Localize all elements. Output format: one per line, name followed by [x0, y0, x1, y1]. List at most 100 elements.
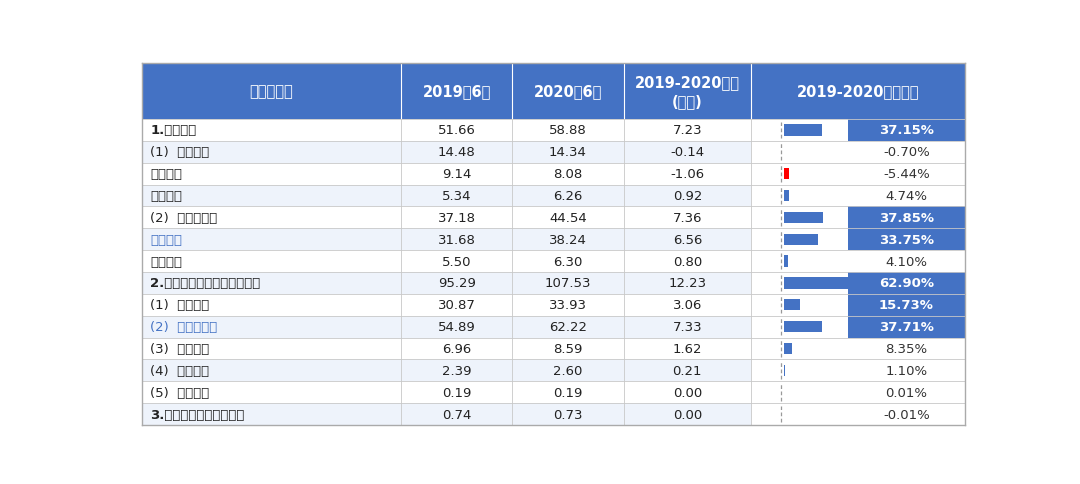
Bar — [141, 251, 401, 272]
Bar — [752, 403, 966, 425]
Text: 0.73: 0.73 — [553, 408, 583, 421]
Text: 0.00: 0.00 — [673, 386, 702, 399]
Text: 0.80: 0.80 — [673, 255, 702, 268]
Bar — [623, 207, 752, 229]
Bar — [784, 168, 789, 180]
Text: 14.48: 14.48 — [437, 146, 475, 159]
Text: 8.35%: 8.35% — [886, 342, 928, 355]
Bar — [401, 272, 512, 294]
Bar — [512, 272, 623, 294]
Text: (3)  票据融资: (3) 票据融资 — [150, 342, 210, 355]
Bar — [623, 272, 752, 294]
Text: 5.50: 5.50 — [442, 255, 472, 268]
Bar — [401, 251, 512, 272]
Text: 8.59: 8.59 — [553, 342, 582, 355]
Text: 2019年6月: 2019年6月 — [422, 84, 491, 99]
Text: 各贷款主体: 各贷款主体 — [249, 84, 294, 99]
Bar — [784, 321, 823, 333]
Text: 0.21: 0.21 — [673, 364, 702, 377]
Bar — [752, 64, 966, 120]
Bar — [141, 360, 401, 381]
Bar — [512, 185, 623, 207]
Bar — [752, 207, 848, 229]
Bar — [623, 141, 752, 163]
Bar — [752, 294, 848, 316]
Bar — [512, 294, 623, 316]
Text: -0.14: -0.14 — [671, 146, 704, 159]
Text: 3.非银行业金融机构贷款: 3.非银行业金融机构贷款 — [150, 408, 244, 421]
Text: 54.89: 54.89 — [437, 320, 475, 333]
Bar — [623, 360, 752, 381]
Bar — [752, 360, 966, 381]
Bar — [401, 403, 512, 425]
Text: 1.住户贷款: 1.住户贷款 — [150, 124, 197, 137]
Text: (1)  短期贷款: (1) 短期贷款 — [150, 299, 210, 312]
Text: 51.66: 51.66 — [437, 124, 475, 137]
Bar — [141, 294, 401, 316]
Text: 37.15%: 37.15% — [879, 124, 934, 137]
Bar — [512, 251, 623, 272]
Text: -5.44%: -5.44% — [883, 168, 930, 181]
Text: 1.62: 1.62 — [673, 342, 702, 355]
Bar — [141, 120, 401, 141]
Bar — [623, 316, 752, 338]
Bar — [512, 403, 623, 425]
Bar — [623, 403, 752, 425]
Bar — [401, 141, 512, 163]
Text: 31.68: 31.68 — [437, 233, 475, 246]
Text: 6.26: 6.26 — [553, 190, 582, 203]
Text: 经营贷款: 经营贷款 — [150, 255, 183, 268]
Text: 37.85%: 37.85% — [879, 212, 934, 225]
Text: 12.23: 12.23 — [669, 277, 706, 290]
Bar — [784, 190, 788, 202]
Text: 62.90%: 62.90% — [879, 277, 934, 290]
Text: 2020年6月: 2020年6月 — [534, 84, 603, 99]
Bar — [752, 163, 966, 185]
Bar — [752, 316, 848, 338]
Bar — [848, 316, 966, 338]
Text: 58.88: 58.88 — [549, 124, 586, 137]
Bar — [752, 381, 966, 403]
Bar — [848, 272, 966, 294]
Text: 4.10%: 4.10% — [886, 255, 928, 268]
Bar — [401, 120, 512, 141]
Text: 44.54: 44.54 — [549, 212, 586, 225]
Bar — [141, 163, 401, 185]
Bar — [752, 338, 966, 360]
Text: 37.18: 37.18 — [437, 212, 475, 225]
Text: 38.24: 38.24 — [549, 233, 586, 246]
Bar — [401, 360, 512, 381]
Text: 6.96: 6.96 — [442, 342, 471, 355]
Text: 0.74: 0.74 — [442, 408, 471, 421]
Bar — [512, 381, 623, 403]
Bar — [512, 360, 623, 381]
Bar — [784, 125, 822, 136]
Bar — [401, 294, 512, 316]
Bar — [623, 294, 752, 316]
Bar — [623, 185, 752, 207]
Bar — [512, 338, 623, 360]
Bar — [401, 163, 512, 185]
Bar — [784, 343, 793, 354]
Bar — [512, 141, 623, 163]
Text: 7.36: 7.36 — [673, 212, 702, 225]
Text: 消费贷款: 消费贷款 — [150, 233, 183, 246]
Text: 107.53: 107.53 — [544, 277, 591, 290]
Bar — [512, 64, 623, 120]
Bar — [784, 234, 819, 245]
Text: 95.29: 95.29 — [437, 277, 475, 290]
Bar — [784, 278, 849, 289]
Text: 0.19: 0.19 — [442, 386, 471, 399]
Bar — [752, 120, 848, 141]
Bar — [848, 294, 966, 316]
Text: 2.39: 2.39 — [442, 364, 472, 377]
Bar — [784, 212, 823, 224]
Bar — [784, 365, 785, 376]
Bar — [512, 120, 623, 141]
Text: 2.60: 2.60 — [553, 364, 582, 377]
Bar — [141, 316, 401, 338]
Bar — [512, 207, 623, 229]
Text: 7.33: 7.33 — [673, 320, 702, 333]
Text: 7.23: 7.23 — [673, 124, 702, 137]
Text: (2)  中长期贷款: (2) 中长期贷款 — [150, 320, 217, 333]
